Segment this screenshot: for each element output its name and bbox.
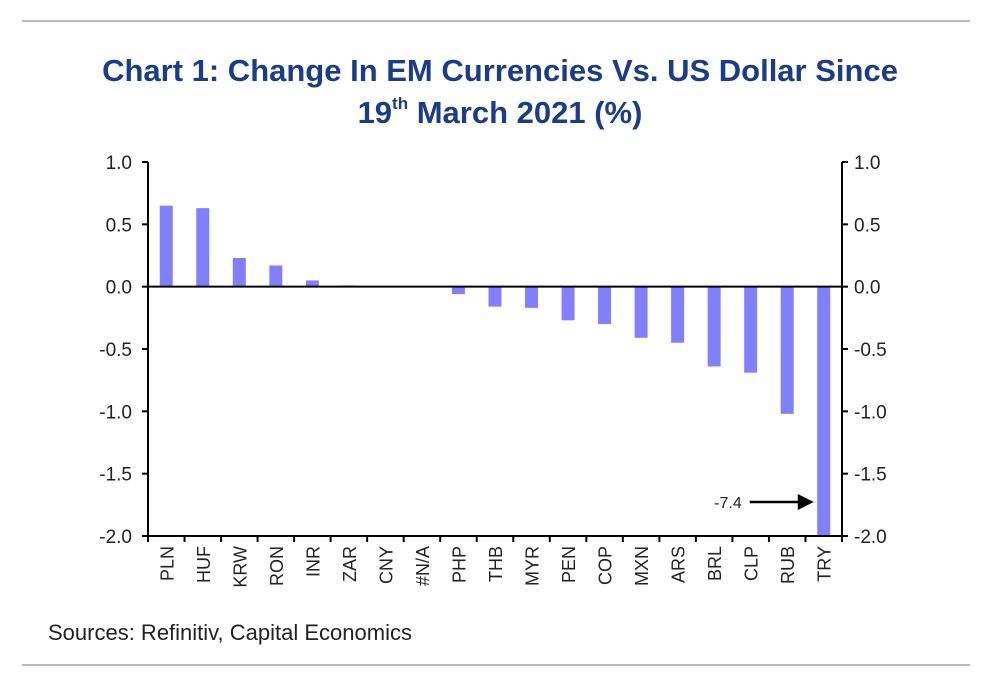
category-label: MXN	[632, 546, 652, 586]
bar-huf	[196, 208, 210, 287]
right-tick-label: -2.0	[854, 527, 887, 548]
right-tick-label: 0.0	[854, 278, 880, 299]
right-tick-label: -1.5	[854, 465, 887, 486]
right-tick-label: -1.0	[854, 402, 887, 423]
left-tick-label: 1.0	[106, 153, 132, 174]
bar-clp	[744, 286, 758, 373]
bar-ars	[671, 286, 685, 343]
bar-myr	[525, 286, 539, 308]
bar-php	[451, 286, 465, 295]
annotation-label: -7.4	[714, 495, 742, 512]
category-label: RON	[267, 546, 287, 586]
category-label: KRW	[230, 546, 250, 588]
title-line-2-pre: 19	[357, 95, 393, 130]
chart-title: Chart 1: Change In EM Currencies Vs. US …	[0, 50, 1000, 134]
category-label: MYR	[523, 546, 543, 586]
title-line-2: 19th March 2021 (%)	[0, 92, 1000, 134]
category-label: PHP	[449, 546, 469, 583]
bar-brl	[707, 286, 721, 367]
category-label: PLN	[157, 546, 177, 581]
bar-pln	[159, 205, 173, 287]
category-label: PEN	[559, 546, 579, 583]
ticks-group	[142, 161, 848, 542]
annotation-arrow-head	[797, 494, 814, 510]
category-label: THB	[486, 546, 506, 582]
bar-rub	[780, 286, 794, 414]
left-tick-label: 0.0	[106, 278, 132, 299]
bar-ron	[269, 265, 283, 287]
bar-pen	[561, 286, 575, 321]
left-tick-label: -0.5	[99, 340, 132, 361]
category-label: INR	[303, 546, 323, 577]
annotation-group: -7.4	[714, 494, 814, 512]
left-tick-label: -1.0	[99, 402, 132, 423]
left-tick-label: -1.5	[99, 465, 132, 486]
category-label: ARS	[669, 546, 689, 583]
bar-cop	[598, 286, 612, 325]
title-line-1: Chart 1: Change In EM Currencies Vs. US …	[102, 53, 898, 88]
category-label: HUF	[194, 546, 214, 583]
category-label: RUB	[778, 546, 798, 584]
right-tick-label: -0.5	[854, 340, 887, 361]
top-rule	[22, 20, 970, 22]
axes-group	[147, 162, 843, 537]
bar-krw	[232, 257, 246, 287]
bottom-rule	[22, 664, 970, 666]
category-label: CLP	[742, 546, 762, 581]
bar-thb	[488, 286, 502, 307]
category-label: ZAR	[340, 546, 360, 582]
category-label: COP	[596, 546, 616, 585]
labels-group: 1.0 1.0 0.5 0.5 0.0 0.0 -0.5 -0.5 -1.0 -1.0 -1.5 -1…	[99, 153, 887, 588]
category-label: CNY	[376, 546, 396, 584]
left-tick-label: -2.0	[99, 527, 132, 548]
category-label: TRY	[815, 546, 835, 582]
bars-group	[159, 205, 831, 536]
category-label: BRL	[705, 546, 725, 581]
bar-inr	[305, 280, 319, 287]
left-tick-label: 0.5	[106, 215, 132, 236]
category-label: #N/A	[413, 546, 433, 586]
title-line-2-post: March 2021 (%)	[408, 95, 643, 130]
title-line-2-sup: th	[392, 94, 409, 113]
right-tick-label: 0.5	[854, 215, 880, 236]
right-tick-label: 1.0	[854, 153, 880, 174]
bar-mxn	[634, 286, 648, 338]
source-note: Sources: Refinitiv, Capital Economics	[48, 620, 412, 645]
bar-try	[817, 286, 831, 536]
